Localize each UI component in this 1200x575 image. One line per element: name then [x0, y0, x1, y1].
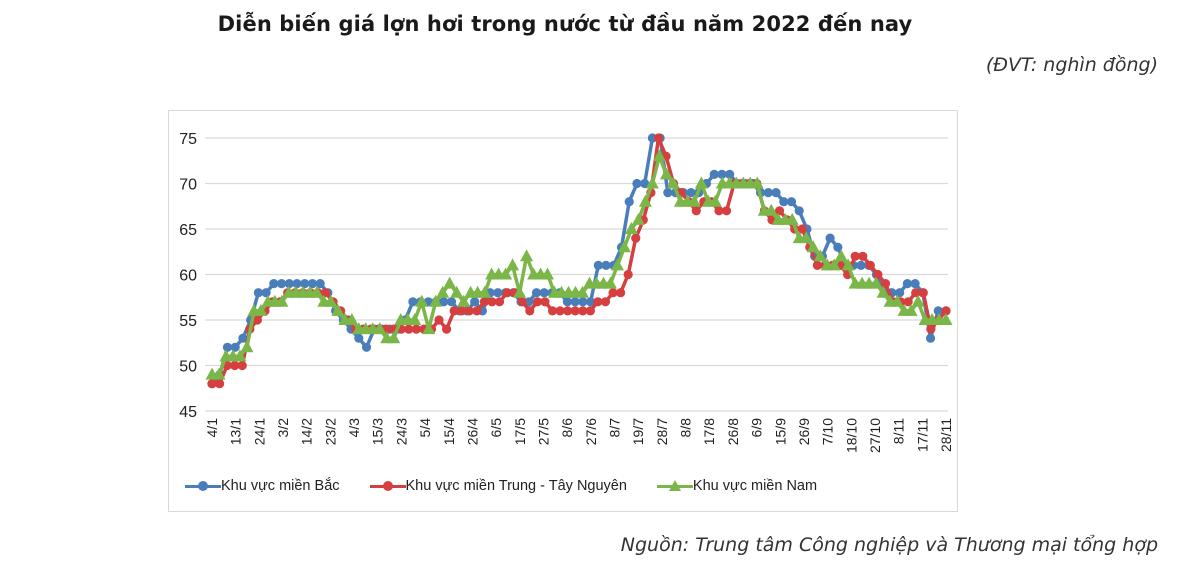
svg-text:17/11: 17/11	[914, 418, 930, 452]
svg-text:26/8: 26/8	[725, 418, 741, 445]
legend-item-nam: Khu vực miền Nam	[656, 478, 818, 494]
svg-text:4/3: 4/3	[346, 418, 362, 438]
svg-text:8/6: 8/6	[559, 418, 575, 438]
svg-text:23/2: 23/2	[322, 418, 338, 445]
legend-label: Khu vực miền Nam	[692, 478, 818, 494]
source-note: Nguồn: Trung tâm Công nghiệp và Thương m…	[620, 534, 1158, 556]
svg-text:26/4: 26/4	[464, 418, 480, 445]
svg-text:70: 70	[179, 177, 197, 194]
svg-text:55: 55	[179, 313, 197, 330]
svg-text:17/8: 17/8	[701, 418, 717, 445]
svg-text:28/7: 28/7	[654, 418, 670, 445]
y-axis-ticks: 45 50 55 60 65 70 75	[179, 131, 197, 421]
unit-label: (ĐVT: nghìn đồng)	[985, 54, 1158, 76]
svg-text:3/2: 3/2	[275, 418, 291, 438]
svg-text:5/4: 5/4	[417, 418, 433, 438]
svg-text:4/1: 4/1	[204, 418, 220, 438]
svg-text:19/7: 19/7	[630, 418, 646, 445]
legend-item-bac: Khu vực miền Bắc	[185, 478, 340, 494]
svg-text:15/4: 15/4	[441, 418, 457, 445]
svg-text:8/7: 8/7	[607, 418, 623, 438]
svg-text:8/11: 8/11	[891, 418, 907, 444]
svg-text:6/5: 6/5	[488, 418, 504, 438]
circle-marker-icon	[369, 479, 406, 493]
svg-text:27/6: 27/6	[583, 418, 599, 445]
series-2	[205, 149, 953, 380]
chart-legend: Khu vực miền Bắc Khu vực miền Trung - Tâ…	[185, 478, 817, 494]
svg-text:17/5: 17/5	[512, 418, 528, 445]
svg-text:14/2: 14/2	[299, 418, 315, 445]
svg-text:7/10: 7/10	[820, 418, 836, 445]
x-axis-ticks: 4/1 13/1 24/1 3/2 14/2 23/2 4/3 15/3 24/3 5/4 15/4…	[204, 418, 954, 453]
svg-text:27/10: 27/10	[867, 418, 883, 453]
svg-text:18/10: 18/10	[843, 418, 859, 453]
data-series	[205, 133, 953, 389]
svg-text:50: 50	[179, 359, 197, 376]
svg-text:6/9: 6/9	[749, 418, 765, 438]
svg-text:15/9: 15/9	[772, 418, 788, 445]
svg-text:27/5: 27/5	[535, 418, 551, 445]
svg-text:65: 65	[179, 222, 197, 239]
svg-text:24/1: 24/1	[251, 418, 267, 445]
triangle-marker-icon	[656, 479, 693, 493]
svg-text:15/3: 15/3	[370, 418, 386, 445]
legend-label: Khu vực miền Trung - Tây Nguyên	[405, 478, 627, 494]
svg-text:26/9: 26/9	[796, 418, 812, 445]
svg-text:60: 60	[179, 268, 197, 285]
svg-text:75: 75	[179, 131, 197, 148]
svg-text:45: 45	[179, 404, 197, 421]
svg-text:13/1: 13/1	[228, 418, 244, 445]
svg-text:24/3: 24/3	[393, 418, 409, 445]
legend-label: Khu vực miền Bắc	[221, 478, 340, 494]
gridlines	[205, 137, 948, 412]
legend-item-trung: Khu vực miền Trung - Tây Nguyên	[369, 478, 627, 494]
svg-text:8/8: 8/8	[678, 418, 694, 438]
chart-title: Diễn biến giá lợn hơi trong nước từ đầu …	[217, 12, 913, 36]
circle-marker-icon	[185, 479, 221, 493]
svg-text:28/11: 28/11	[938, 418, 954, 452]
